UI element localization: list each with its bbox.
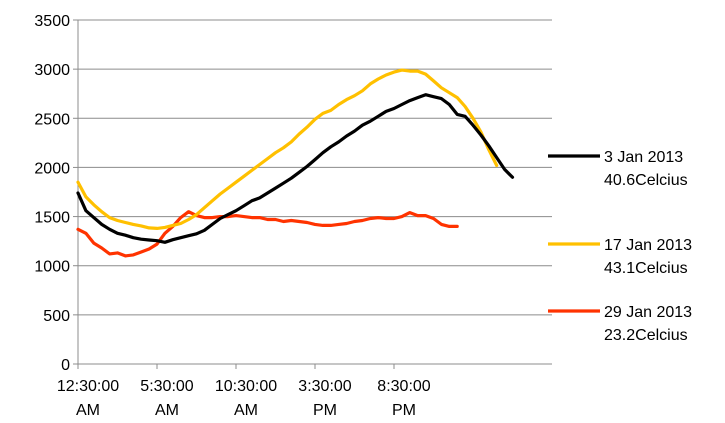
y-tick-label: 1000 (34, 259, 70, 276)
series-lines (76, 68, 515, 258)
y-axis-tick-labels: 0 500 1000 1500 2000 2500 3000 3500 (34, 13, 70, 374)
y-tick-label: 3500 (34, 13, 70, 30)
y-tick-label: 1500 (34, 210, 70, 227)
legend-label-1: 3 Jan 2013 (604, 149, 683, 166)
y-tick-label: 2500 (34, 111, 70, 128)
series-line-1 (76, 93, 515, 244)
x-tick-label: 5:30:00 (140, 378, 193, 395)
legend-label-2: 17 Jan 2013 (604, 237, 692, 254)
y-tick-label: 2000 (34, 160, 70, 177)
x-tick-label: 3:30:00 (298, 378, 351, 395)
axes (73, 19, 552, 369)
legend-sublabel-3: 23.2Celcius (604, 327, 688, 344)
gridlines (78, 19, 552, 316)
legend-sublabel-1: 40.6Celcius (604, 172, 688, 189)
legend-sublabel-2: 43.1Celcius (604, 260, 688, 277)
x-axis-tick-labels: 12:30:00 AM 5:30:00 AM 10:30:00 AM 3:30:00 PM 8:… (57, 378, 431, 419)
y-tick-label: 500 (43, 308, 70, 325)
y-tick-label: 3000 (34, 62, 70, 79)
x-tick-label-period: PM (313, 402, 337, 419)
series-line-3 (76, 210, 459, 258)
x-tick-label: 8:30:00 (377, 378, 430, 395)
x-tick-label-period: AM (155, 402, 179, 419)
x-tick-label: 12:30:00 (57, 378, 119, 395)
y-tick-label: 0 (61, 357, 70, 374)
legend-label-3: 29 Jan 2013 (604, 304, 692, 321)
series-line-2 (76, 68, 499, 230)
x-tick-label-period: PM (392, 402, 416, 419)
legend: 3 Jan 2013 40.6Celcius 17 Jan 2013 43.1Celc… (548, 149, 692, 344)
x-tick-label: 10:30:00 (215, 378, 277, 395)
x-tick-label-period: AM (234, 402, 258, 419)
x-tick-label-period: AM (76, 402, 100, 419)
